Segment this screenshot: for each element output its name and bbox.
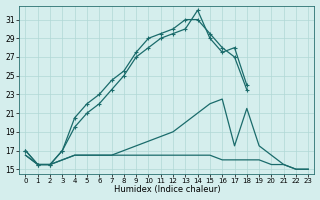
X-axis label: Humidex (Indice chaleur): Humidex (Indice chaleur) — [114, 185, 220, 194]
